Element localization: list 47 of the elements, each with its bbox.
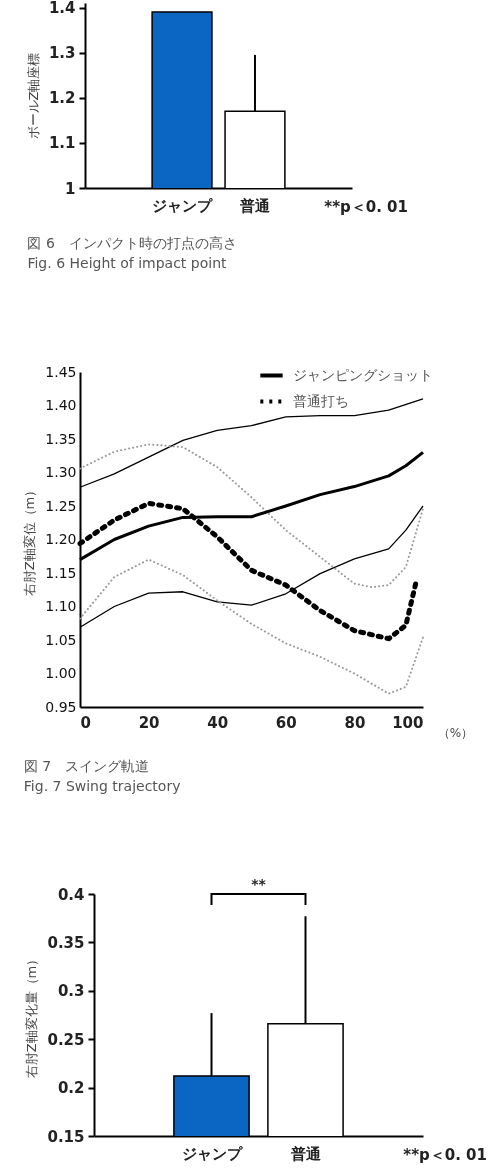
y-tick-label: 1.3 <box>48 44 76 63</box>
y-tick-label: 0.2 <box>57 1079 85 1098</box>
line-series <box>79 558 424 695</box>
y-tick-label: 0.15 <box>47 1127 85 1146</box>
legend-label: ジャンピングショット <box>293 366 433 383</box>
y-tick-label: 1 <box>65 179 76 198</box>
y-tick-label: 1.4 <box>48 0 76 18</box>
x-tick-label: ジャンプ <box>152 196 214 215</box>
x-tick-label: 普通 <box>238 196 271 215</box>
x-tick-label: 60 <box>275 713 297 732</box>
text: 図 7 スイング軌道 <box>23 758 150 774</box>
x-tick-label: 0 <box>80 713 91 732</box>
y-axis-title: 右肘Z軸変化量（m） <box>24 952 40 1079</box>
text: **p＜0. 01 <box>403 1146 487 1164</box>
text: Fig. 7 Swing trajectory <box>23 778 181 794</box>
text: ** <box>251 876 267 892</box>
y-tick-label: 1.15 <box>45 564 77 581</box>
text: Fig. 6 Height of impact point <box>27 255 228 271</box>
y-tick-label: 1.35 <box>45 430 77 447</box>
y-tick-label: 0.35 <box>47 933 85 952</box>
x-tick-label: ジャンプ <box>181 1144 243 1163</box>
x-tick-label: 普通 <box>289 1144 322 1163</box>
y-tick-label: 1.05 <box>45 631 77 648</box>
y-tick-label: 0.95 <box>45 698 77 715</box>
legend-label: 普通打ち <box>293 392 349 409</box>
y-axis-title: ボールZ軸座標 <box>25 52 41 140</box>
y-tick-label: 1.45 <box>45 363 77 380</box>
x-tick-label: 80 <box>344 713 366 732</box>
y-axis-title: 右肘Z軸変位（m） <box>22 483 38 597</box>
y-tick-label: 1.10 <box>45 598 77 614</box>
x-tick-label: 20 <box>138 713 160 732</box>
text: 図 6 インパクト時の打点の高さ <box>27 235 237 251</box>
y-tick-label: 1.25 <box>45 497 77 514</box>
y-tick-label: 1.2 <box>48 89 76 108</box>
y-tick-label: 0.25 <box>47 1030 85 1049</box>
x-tick-label: 100 <box>392 713 424 732</box>
y-tick-label: 1.30 <box>45 464 77 480</box>
x-axis-title: （%） <box>437 725 474 740</box>
text: **p＜0. 01 <box>324 198 408 216</box>
y-tick-label: 1.00 <box>45 665 77 681</box>
x-tick-label: 40 <box>207 713 229 732</box>
y-tick-label: 0.4 <box>57 885 85 904</box>
y-tick-label: 1.40 <box>45 397 77 413</box>
line-series <box>79 443 424 589</box>
y-tick-label: 1.1 <box>48 134 76 153</box>
y-tick-label: 0.3 <box>57 982 85 1001</box>
y-tick-label: 1.20 <box>45 531 77 547</box>
